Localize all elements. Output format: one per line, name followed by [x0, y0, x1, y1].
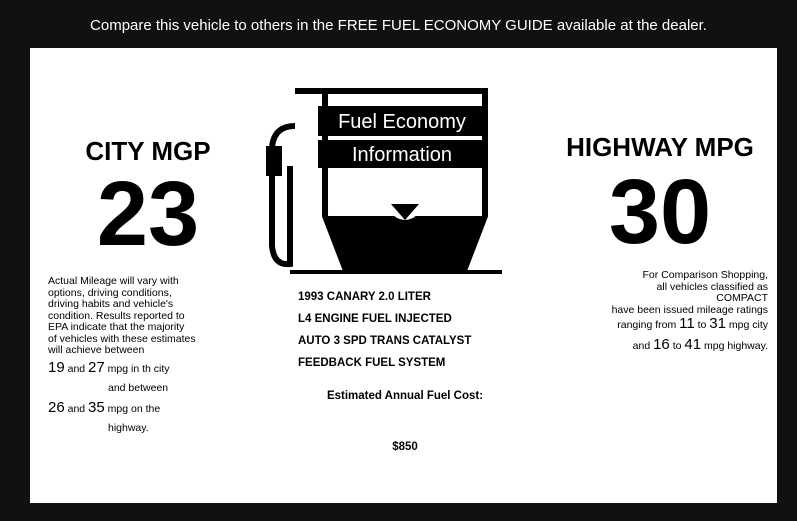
range-line: 19 and 27 mpg in th city — [48, 358, 208, 379]
pump-base — [325, 216, 485, 268]
vehicle-lines: 1993 CANARY 2.0 LITER L4 ENGINE FUEL INJE… — [298, 286, 471, 374]
seal-mark — [391, 204, 419, 220]
range-part: highway. — [108, 422, 149, 434]
note-line: condition. Results reported to — [48, 309, 185, 322]
title-box — [318, 140, 487, 168]
highway-heading: HIGHWAY MPG — [566, 132, 754, 162]
vehicle-line: L4 ENGINE FUEL INJECTED — [298, 313, 452, 325]
range-part: 27 — [88, 359, 105, 376]
cost-value: $850 — [392, 441, 418, 453]
city-value: 23 — [96, 163, 200, 265]
city-range: 19 and 27 mpg in th city and between 26 an… — [48, 358, 208, 438]
range-part: to — [694, 319, 710, 331]
range-part: and — [64, 403, 89, 415]
range-part: 16 — [653, 336, 670, 353]
range-part: 11 — [679, 315, 695, 332]
note-line: COMPACT — [716, 292, 768, 304]
note-line: Actual Mileage will vary with — [48, 275, 179, 287]
range-part: mpg city — [725, 319, 768, 331]
note-line: will achieve between — [48, 344, 145, 356]
range-part: and between — [108, 382, 169, 394]
logo-epa: EPA — [434, 201, 450, 210]
note-line: have been issued mileage ratings — [611, 303, 768, 316]
cost-label: Estimated Annual Fuel Cost: — [326, 390, 484, 402]
pump-logo: Fuel Economy Information DOE EPA — [266, 88, 488, 271]
range-part: to — [669, 340, 685, 352]
range-part: 26 — [48, 399, 65, 416]
range-part: 19 — [48, 359, 65, 376]
range-line: 26 and 35 mpg on the — [48, 398, 208, 419]
range-line: and 16 to 41 mpg highway. — [550, 335, 768, 356]
vehicle-line: FEEDBACK FUEL SYSTEM — [298, 357, 446, 369]
logo-line: Fuel Economy — [338, 111, 466, 133]
range-line: ranging from 11 to 31 mpg city — [550, 314, 768, 335]
note-line: driving habits and vehicle's — [48, 298, 174, 310]
range-part: 31 — [709, 315, 726, 332]
city-note: Actual Mileage will vary with options, dr… — [48, 275, 196, 357]
range-part: mpg in th city — [104, 363, 170, 375]
logo-doe: DOE — [359, 201, 377, 210]
vehicle-line: 1993 CANARY 2.0 LITER — [298, 291, 431, 303]
vehicle-line: AUTO 3 SPD TRANS CATALYST — [298, 335, 472, 347]
logo-line: Information — [352, 144, 452, 166]
range-part: mpg highway. — [701, 340, 768, 352]
range-part: ranging from — [617, 319, 680, 331]
range-part: and — [64, 363, 89, 375]
highway-range: ranging from 11 to 31 mpg city and 16 to … — [550, 314, 768, 356]
range-part: 35 — [88, 399, 105, 416]
rule — [290, 270, 502, 274]
note-line: EPA indicate that the majority — [48, 321, 185, 333]
note-line: For Comparison Shopping, — [642, 269, 768, 281]
title-box — [318, 106, 487, 136]
range-part: mpg on the — [104, 403, 161, 415]
city-heading: CITY MGP — [85, 136, 211, 166]
nozzle — [266, 146, 282, 176]
range-line: highway. — [48, 419, 208, 438]
header-text: Compare this vehicle to others in the FR… — [90, 17, 707, 34]
range-part: 41 — [684, 336, 702, 353]
note-line: of vehicles with these estimates — [48, 332, 196, 345]
panel: CITY MGP 23 Actual Mileage will vary wit… — [30, 48, 777, 503]
note-line: options, driving conditions, — [48, 286, 172, 299]
note-line: all vehicles classified as — [656, 280, 768, 293]
highway-value: 30 — [608, 161, 712, 263]
range-line: and between — [48, 379, 208, 398]
range-part: and — [632, 340, 654, 352]
hose — [268, 123, 296, 268]
highway-note: For Comparison Shopping, all vehicles cla… — [550, 269, 768, 316]
